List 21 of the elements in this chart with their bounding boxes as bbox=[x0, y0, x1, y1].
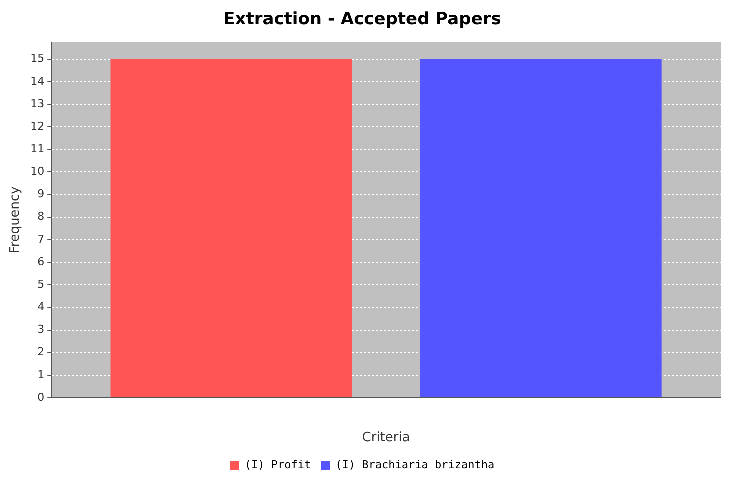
y-tick-label: 3 bbox=[38, 323, 45, 336]
y-tick-label: 6 bbox=[38, 255, 45, 268]
y-tick-label: 12 bbox=[30, 120, 45, 133]
y-tick-label: 2 bbox=[38, 346, 45, 359]
y-tick-label: 0 bbox=[38, 390, 45, 404]
y-tick-label: 13 bbox=[30, 97, 45, 110]
y-tick-label: 4 bbox=[38, 300, 45, 314]
y-tick-label: 8 bbox=[38, 210, 45, 224]
y-tick-label: 11 bbox=[30, 142, 45, 156]
y-tick-label: 15 bbox=[30, 52, 45, 66]
x-axis-title: Criteria bbox=[362, 430, 410, 446]
legend-label: (I) Profit bbox=[244, 458, 312, 472]
y-tick-label: 9 bbox=[38, 188, 45, 201]
y-tick-label: 1 bbox=[38, 368, 45, 382]
y-tick-label: 7 bbox=[38, 232, 45, 246]
chart-title: Extraction - Accepted Papers bbox=[224, 10, 502, 30]
y-tick-label: 14 bbox=[30, 74, 45, 88]
y-axis-title: Frequency bbox=[8, 186, 24, 254]
y-tick-label: 10 bbox=[30, 165, 45, 178]
y-tick-label: 5 bbox=[38, 278, 45, 291]
legend-label: (I) Brachiaria brizantha bbox=[336, 458, 495, 472]
